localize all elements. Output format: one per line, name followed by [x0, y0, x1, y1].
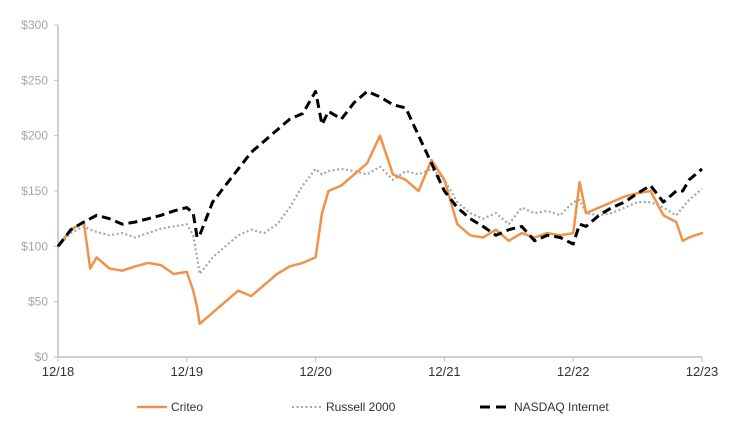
series-nasdaq-internet — [56, 89, 703, 248]
legend-label: Russell 2000 — [326, 400, 396, 414]
x-tick-label: 12/23 — [686, 364, 719, 379]
y-tick-label: $0 — [35, 350, 49, 364]
series-layer — [56, 89, 704, 326]
y-tick-label: $200 — [21, 129, 48, 143]
x-tick-label: 12/20 — [299, 364, 332, 379]
x-tick-label: 12/19 — [171, 364, 204, 379]
legend-item-nasdaq-internet: NASDAQ Internet — [480, 400, 609, 414]
x-tick-label: 12/18 — [42, 364, 75, 379]
legend-item-criteo: Criteo — [137, 400, 203, 414]
y-tick-label: $50 — [28, 295, 48, 309]
y-axis: $0 $50 $100 $150 $200 $250 $300 — [21, 18, 59, 364]
y-tick-label: $300 — [21, 18, 48, 32]
series-criteo — [56, 134, 704, 326]
legend-item-russell-2000: Russell 2000 — [292, 400, 396, 414]
legend-label: NASDAQ Internet — [514, 400, 609, 414]
x-axis: 12/18 12/19 12/20 12/21 12/22 12/23 — [42, 356, 719, 379]
y-tick-label: $250 — [21, 73, 48, 87]
y-tick-label: $150 — [21, 184, 48, 198]
legend-label: Criteo — [171, 400, 203, 414]
legend: Criteo Russell 2000 NASDAQ Internet — [137, 400, 609, 414]
series-russell-2000 — [57, 165, 703, 276]
x-tick-label: 12/21 — [428, 364, 461, 379]
x-tick-label: 12/22 — [557, 364, 590, 379]
y-tick-label: $100 — [21, 239, 48, 253]
